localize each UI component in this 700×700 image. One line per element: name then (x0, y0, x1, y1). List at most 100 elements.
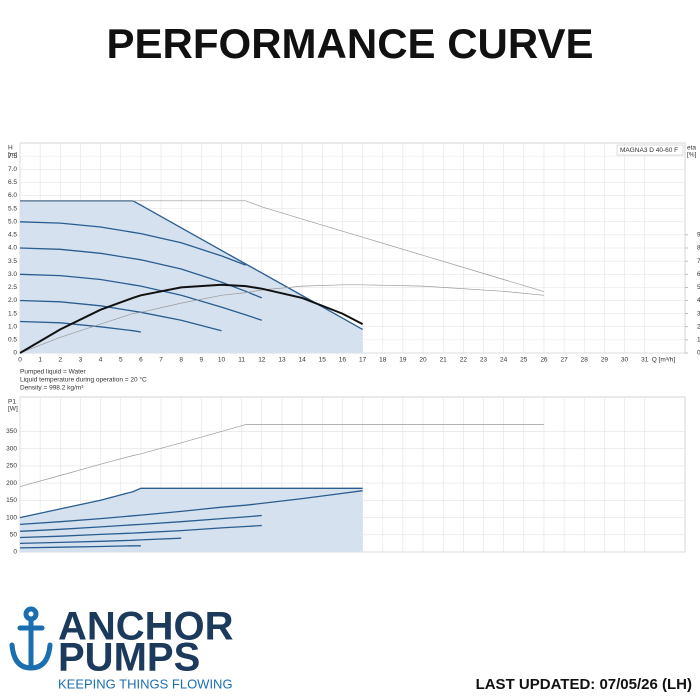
series-line (19, 514, 262, 532)
series-line (19, 487, 363, 519)
y-tick-label: 7.0 (8, 166, 17, 173)
y2-tick-label: 20 (697, 323, 700, 330)
x-tick-label: 11 (238, 357, 245, 364)
y-tick-label: 6.0 (8, 192, 17, 199)
x-tick-label: 21 (440, 357, 448, 364)
area (20, 488, 363, 552)
y2-axis-label: [%] (687, 152, 697, 159)
y-tick-label: 350 (6, 428, 17, 435)
y-tick-label: 1.0 (8, 323, 17, 330)
y-tick-label: 0 (13, 549, 17, 556)
x-tick-label: 12 (258, 357, 266, 364)
series-line (20, 200, 545, 292)
y-tick-label: 3.0 (8, 271, 17, 278)
x-tick-label: 25 (520, 357, 528, 364)
x-tick-label: 29 (601, 357, 609, 364)
y-tick-label: 4.5 (8, 232, 17, 239)
y-axis-label: H (8, 145, 13, 152)
x-tick-label: 19 (399, 357, 407, 364)
note: Pumped liquid = Water (20, 369, 87, 376)
y-tick-label: 0.5 (8, 337, 17, 344)
y-tick-label: 4.0 (8, 245, 17, 252)
y2-tick-label: 70 (697, 258, 700, 265)
x-tick-label: 23 (480, 357, 488, 364)
x-tick-label: 18 (379, 357, 387, 364)
x-tick-label: 3 (79, 357, 83, 364)
x-axis-label: Q [m³/h] (652, 357, 676, 364)
x-tick-label: 17 (359, 357, 367, 364)
x-tick-label: 15 (319, 357, 327, 364)
series-line (19, 299, 222, 332)
y2-tick-label: 80 (697, 245, 700, 252)
x-tick-label: 9 (200, 357, 204, 364)
x-tick-label: 16 (339, 357, 347, 364)
x-tick-label: 28 (581, 357, 589, 364)
last-updated: LAST UPDATED: 07/05/26 (LH) (476, 676, 692, 693)
series-line (19, 283, 364, 354)
y-tick-label: 2.0 (8, 297, 17, 304)
x-tick-label: 8 (179, 357, 183, 364)
anchor-arms (9, 642, 53, 671)
y-tick-label: 250 (6, 463, 17, 470)
x-tick-label: 0 (18, 357, 22, 364)
series-line (19, 524, 262, 539)
y-tick-label: 100 (6, 514, 17, 521)
annotation: MAGNA3 D 40-60 F (620, 147, 678, 154)
y-tick-label: 5.0 (8, 218, 17, 225)
y-tick-label: 0 (13, 350, 17, 357)
y-tick-label: 200 (6, 480, 17, 487)
logo-icon (9, 606, 53, 671)
x-tick-label: 7 (159, 357, 163, 364)
y-tick-label: 300 (6, 445, 17, 452)
x-tick-label: 20 (419, 357, 427, 364)
y2-tick-label: 10 (697, 337, 700, 344)
x-tick-label: 4 (99, 357, 103, 364)
x-tick-label: 1 (38, 357, 42, 364)
x-tick-label: 13 (278, 357, 286, 364)
page-title: PERFORMANCE CURVE (107, 20, 594, 67)
y-tick-label: 3.5 (8, 258, 17, 265)
area (20, 200, 363, 353)
note: Density = 998.2 kg/m³ (20, 385, 84, 392)
y-tick-label: 50 (10, 531, 18, 538)
y-axis-label: [m] (8, 152, 17, 159)
annotation-box (616, 144, 684, 156)
y-tick-label: 6.5 (8, 179, 17, 186)
y2-tick-label: 0 (697, 350, 700, 357)
charts: 0 1 2 3 4 5 6 7 8 9 10 11 12 13 14 15 16 17 18 19 20 21 22 23 24… (6, 142, 700, 556)
series-line (19, 490, 363, 526)
x-tick-label: 14 (299, 357, 307, 364)
y-tick-label: 150 (6, 497, 17, 504)
logo-line2: PUMPS (58, 636, 200, 680)
note: Liquid temperature during operation = 20… (20, 376, 147, 384)
y-tick-label: 7.5 (8, 153, 17, 160)
y2-tick-label: 90 (697, 232, 700, 239)
x-tick-label: 2 (58, 357, 62, 364)
y-axis-label: P1 (8, 399, 16, 406)
series-line (19, 273, 263, 321)
series-line (19, 545, 141, 549)
y2-tick-label: 40 (697, 297, 700, 304)
series-line (19, 221, 246, 266)
series-line (19, 320, 142, 333)
x-tick-label: 31 (641, 357, 649, 364)
y-tick-label: 2.5 (8, 284, 17, 291)
y2-axis-label: eta (687, 145, 696, 152)
series-line (19, 424, 544, 487)
series-line (19, 537, 182, 545)
x-tick-label: 6 (139, 357, 143, 364)
y-tick-label: 1.5 (8, 310, 17, 317)
series-line (19, 247, 263, 299)
x-tick-label: 26 (540, 357, 548, 364)
series-line (19, 284, 544, 354)
logo-line1: ANCHOR (58, 605, 234, 649)
x-tick-label: 10 (218, 357, 226, 364)
y-tick-label: 5.5 (8, 205, 17, 212)
x-tick-label: 22 (460, 357, 468, 364)
x-tick-label: 24 (500, 357, 508, 364)
y2-tick-label: 60 (697, 271, 700, 278)
y2-tick-label: 50 (697, 284, 700, 291)
logo-tagline: KEEPING THINGS FLOWING (58, 676, 233, 691)
